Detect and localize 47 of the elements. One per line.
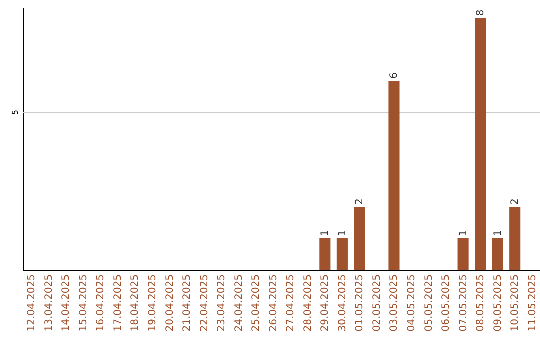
x-tick-label: 09.05.2025: [492, 274, 504, 332]
bar: [458, 238, 469, 270]
x-tick-label: 10.05.2025: [510, 274, 522, 332]
bar: [510, 207, 521, 270]
x-tick-label: 03.05.2025: [389, 274, 400, 332]
x-tick-label: 05.05.2025: [424, 274, 435, 332]
bar: [336, 238, 348, 270]
data-label: 6: [389, 72, 400, 80]
x-tick-label: 01.05.2025: [354, 274, 366, 332]
x-tick-label: 06.05.2025: [441, 274, 452, 332]
bar: [475, 18, 486, 270]
x-tick-label: 18.04.2025: [130, 274, 142, 332]
bar: [492, 238, 504, 270]
bar: [320, 238, 331, 270]
x-tick-label: 11.05.2025: [527, 274, 538, 332]
x-tick-label: 22.04.2025: [199, 274, 210, 332]
x-tick-label: 27.04.2025: [286, 274, 297, 332]
x-tick-label: 23.04.2025: [216, 274, 228, 332]
bar: [354, 207, 366, 270]
x-tick-label: 15.04.2025: [78, 274, 90, 332]
data-label: 1: [320, 230, 332, 237]
x-tick-label: 24.04.2025: [234, 274, 245, 332]
x-tick-label: 28.04.2025: [302, 274, 314, 332]
ref-line-label: 5: [11, 110, 20, 116]
data-label: 1: [337, 230, 348, 237]
x-tick-label: 13.04.2025: [44, 274, 55, 332]
x-tick-label: 21.04.2025: [182, 274, 194, 332]
data-label: 8: [476, 10, 487, 16]
x-tick-label: 20.04.2025: [164, 274, 176, 332]
x-tick-label: 30.04.2025: [337, 274, 348, 332]
x-tick-label: 14.04.2025: [61, 274, 72, 332]
x-tick-label: 16.04.2025: [96, 274, 107, 332]
x-tick-label: 04.05.2025: [406, 274, 418, 332]
data-label: 2: [510, 198, 522, 206]
x-tick-label: 02.05.2025: [372, 274, 383, 332]
x-tick-label: 29.04.2025: [320, 274, 332, 332]
x-tick-label: 08.05.2025: [476, 274, 487, 332]
x-tick-label: 17.04.2025: [112, 274, 124, 332]
x-tick-label: 12.04.2025: [26, 274, 38, 332]
x-tick-label: 19.04.2025: [148, 274, 158, 332]
x-tick-label: 07.05.2025: [458, 274, 470, 332]
data-label: 2: [354, 198, 366, 206]
x-tick-label: 25.04.2025: [251, 274, 262, 332]
data-label: 1: [492, 230, 504, 237]
x-tick-label: 26.04.2025: [268, 274, 280, 332]
data-label: 1: [458, 230, 470, 237]
bar: [388, 81, 400, 270]
